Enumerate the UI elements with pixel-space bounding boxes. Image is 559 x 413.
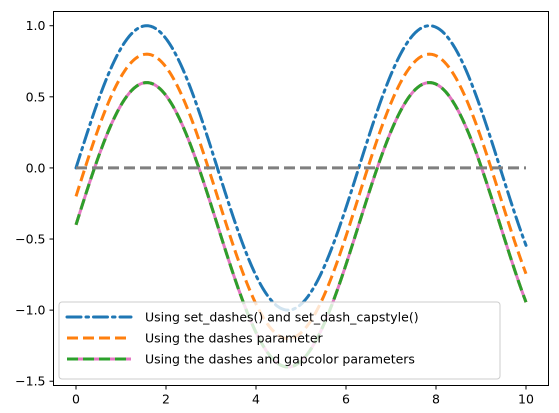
y-tick-label: −1.0 <box>15 303 45 318</box>
x-tick-label: 0 <box>72 392 80 407</box>
y-tick-label: 1.0 <box>26 18 46 33</box>
legend-box <box>58 301 501 380</box>
y-tick-label: 0.0 <box>26 160 46 175</box>
x-axis: 0 2 4 6 8 10 <box>72 385 534 407</box>
y-tick-label: −0.5 <box>15 232 45 247</box>
x-tick-label: 8 <box>432 392 440 407</box>
legend-label: Using set_dashes() and set_dash_capstyle… <box>145 310 419 325</box>
x-tick-label: 4 <box>252 392 260 407</box>
x-tick-label: 10 <box>518 392 534 407</box>
legend-label: Using the dashes and gapcolor parameters <box>145 352 415 367</box>
axes-frame <box>53 11 549 386</box>
x-tick-label: 2 <box>162 392 170 407</box>
legend-label: Using the dashes parameter <box>145 331 324 346</box>
y-tick-label: −1.5 <box>15 374 45 389</box>
x-tick-label: 6 <box>342 392 350 407</box>
legend: Using set_dashes() and set_dash_capstyle… <box>58 301 501 380</box>
y-tick-label: 0.5 <box>26 89 46 104</box>
y-axis: 1.0 0.5 0.0 −0.5 −1.0 −1.5 <box>15 18 54 389</box>
